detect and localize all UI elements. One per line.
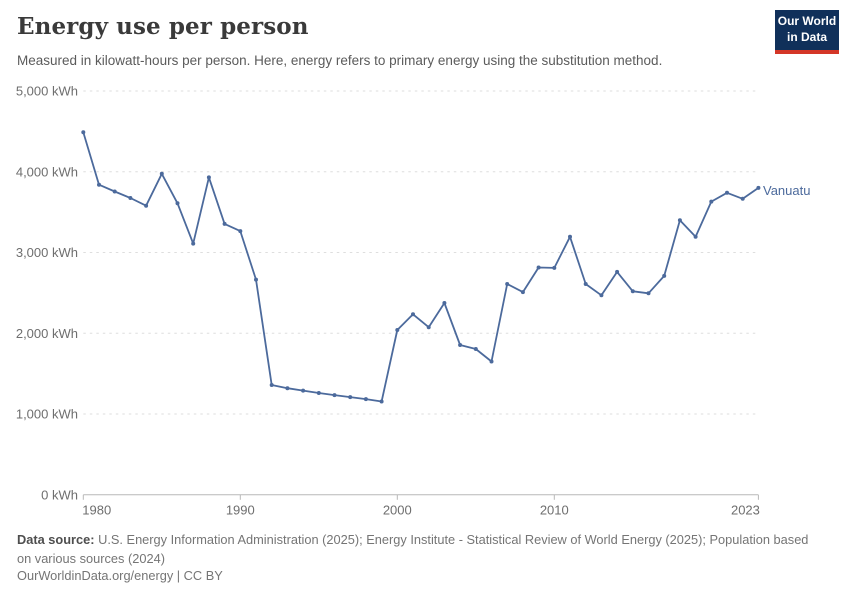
data-point[interactable]: [238, 229, 243, 234]
x-axis-label: 2010: [540, 502, 569, 517]
data-point[interactable]: [473, 347, 478, 351]
data-point[interactable]: [97, 182, 101, 187]
x-axis-label: 1990: [226, 502, 255, 517]
y-axis-label: 3,000 kWh: [16, 245, 78, 260]
data-point[interactable]: [379, 399, 384, 404]
data-point[interactable]: [191, 241, 196, 246]
data-point[interactable]: [316, 391, 321, 395]
y-axis-label: 4,000 kWh: [16, 164, 78, 179]
x-axis-label: 2000: [383, 502, 412, 517]
footer-source: Data source: U.S. Energy Information Adm…: [17, 530, 825, 568]
data-point[interactable]: [128, 196, 133, 200]
footer-license: OurWorldinData.org/energy | CC BY: [17, 568, 223, 583]
y-axis-label: 1,000 kWh: [16, 407, 78, 422]
data-point[interactable]: [112, 189, 117, 194]
data-point[interactable]: [520, 290, 525, 295]
data-point[interactable]: [159, 171, 164, 176]
owid-logo[interactable]: Our World in Data: [775, 10, 839, 54]
data-point[interactable]: [254, 277, 258, 282]
data-point[interactable]: [206, 175, 211, 180]
page-title: Energy use per person: [17, 13, 309, 40]
data-point[interactable]: [677, 218, 682, 223]
y-axis-label: 5,000 kWh: [16, 84, 78, 99]
data-point[interactable]: [332, 393, 337, 398]
y-axis-label: 2,000 kWh: [16, 326, 78, 341]
data-point[interactable]: [536, 265, 541, 270]
data-point[interactable]: [615, 269, 620, 274]
data-point[interactable]: [599, 293, 604, 298]
data-point[interactable]: [348, 395, 353, 400]
data-point[interactable]: [489, 359, 494, 364]
owid-logo-text: Our World in Data: [778, 14, 836, 45]
owid-logo-line1: Our World: [777, 14, 837, 29]
data-point[interactable]: [144, 203, 149, 208]
data-point[interactable]: [646, 291, 651, 296]
footer-source-text: U.S. Energy Information Administration (…: [17, 532, 809, 566]
data-point[interactable]: [756, 185, 761, 190]
series-label-vanuatu[interactable]: Vanuatu: [763, 183, 811, 198]
data-point[interactable]: [630, 289, 635, 294]
x-axis-label: 1980: [82, 502, 111, 517]
data-point[interactable]: [301, 388, 306, 393]
data-point[interactable]: [505, 282, 510, 286]
data-point[interactable]: [458, 343, 463, 347]
data-point[interactable]: [442, 301, 447, 305]
data-point[interactable]: [552, 265, 557, 270]
owid-logo-line2: in Data: [786, 30, 827, 44]
data-point[interactable]: [725, 190, 729, 195]
data-point[interactable]: [740, 196, 745, 201]
data-point[interactable]: [662, 273, 667, 278]
data-point[interactable]: [285, 386, 290, 391]
data-point[interactable]: [693, 234, 698, 239]
chart-subtitle: Measured in kilowatt-hours per person. H…: [17, 53, 663, 68]
data-point[interactable]: [269, 383, 274, 387]
data-point[interactable]: [583, 282, 588, 286]
y-axis-label: 0 kWh: [41, 487, 78, 502]
data-point[interactable]: [222, 221, 227, 226]
line-chart-canvas[interactable]: 0 kWh 1,000 kWh 2,000 kWh 3,000 kWh 4,000 kW…: [0, 0, 850, 530]
data-point[interactable]: [175, 201, 180, 206]
data-point[interactable]: [568, 234, 572, 239]
data-point[interactable]: [395, 328, 400, 332]
data-point[interactable]: [426, 325, 431, 330]
footer-source-label: Data source:: [17, 532, 95, 547]
data-point[interactable]: [709, 199, 714, 204]
data-point[interactable]: [363, 397, 368, 402]
x-axis-label: 2023: [731, 502, 760, 517]
data-point[interactable]: [411, 312, 415, 317]
data-point[interactable]: [81, 130, 86, 135]
data-line-vanuatu[interactable]: [82, 131, 760, 403]
